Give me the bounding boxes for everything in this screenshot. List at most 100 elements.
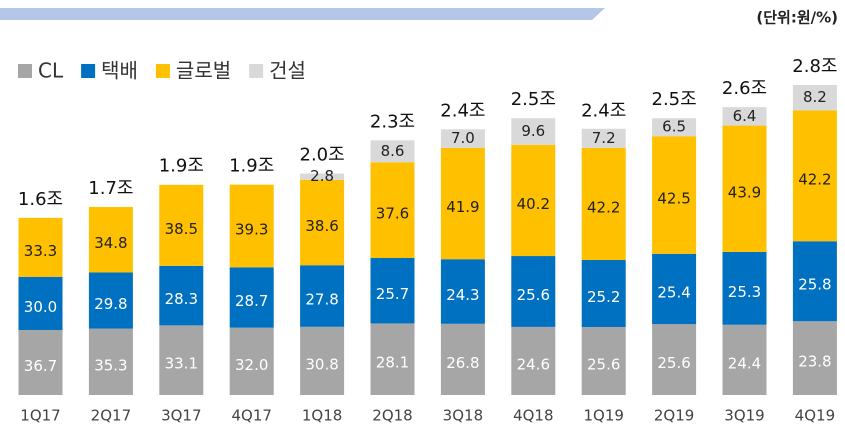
bar-segment [511, 144, 556, 257]
segment-label: 25.7 [376, 285, 409, 303]
x-tick-label: 3Q17 [161, 407, 201, 425]
bar-segment [792, 321, 837, 395]
segment-label: 42.2 [798, 170, 831, 188]
bar-segment [300, 265, 345, 327]
bar-segment [722, 324, 767, 395]
segment-label: 9.6 [521, 122, 545, 140]
total-label: 1.9조 [159, 156, 204, 177]
segment-label: 27.8 [305, 291, 338, 309]
x-tick-label: 2Q19 [654, 407, 694, 425]
segment-label: 7.2 [592, 129, 616, 147]
bar-segment [722, 125, 767, 252]
segment-label: 32.0 [235, 356, 268, 374]
x-tick-label: 1Q17 [20, 407, 60, 425]
segment-label: 43.9 [728, 183, 761, 201]
x-tick-label: 3Q19 [724, 407, 764, 425]
segment-label: 24.3 [446, 286, 479, 304]
bar-segment [581, 128, 626, 148]
segment-label: 30.8 [305, 355, 338, 373]
segment-label: 42.2 [587, 198, 620, 216]
bar-segment [511, 118, 556, 145]
bar-segment [229, 184, 274, 268]
bar-segment [440, 147, 485, 260]
segment-label: 25.2 [587, 288, 620, 306]
segment-label: 25.6 [657, 354, 690, 372]
total-label: 2.5조 [652, 89, 697, 110]
bar-segment [581, 326, 626, 395]
bar-segment [229, 327, 274, 395]
total-label: 2.4조 [440, 100, 485, 121]
bar-segment [652, 253, 697, 325]
bar-segment [581, 260, 626, 327]
x-tick-label: 2Q17 [91, 407, 131, 425]
segment-label: 24.6 [517, 355, 550, 373]
bar-segment [159, 184, 204, 266]
bar-segment [511, 326, 556, 395]
bar-segment [300, 179, 345, 266]
x-tick-label: 4Q19 [795, 407, 835, 425]
total-label: 2.3조 [370, 111, 415, 132]
bar-segment [370, 140, 415, 163]
segment-label: 38.6 [305, 217, 338, 235]
segment-label: 25.6 [517, 286, 550, 304]
bar-segment [159, 265, 204, 326]
total-label: 1.7조 [88, 178, 133, 199]
legend-swatch [155, 64, 170, 78]
total-label: 1.6조 [18, 189, 63, 210]
segment-label: 37.6 [376, 205, 409, 223]
bar-segment [370, 162, 415, 259]
segment-label: 8.6 [381, 142, 405, 160]
segment-label: 8.2 [803, 88, 827, 106]
segment-label: 34.8 [94, 234, 127, 252]
legend-label: 건설 [269, 59, 306, 83]
legend-label: CL [38, 59, 64, 83]
segment-label: 28.3 [165, 290, 198, 308]
x-tick-label: 1Q19 [583, 407, 623, 425]
bar-segment [511, 256, 556, 327]
bar-segment [652, 136, 697, 254]
bar-segment [370, 323, 415, 395]
segment-label: 40.2 [517, 195, 550, 213]
bar-segment [159, 325, 204, 395]
legend-swatch [81, 64, 96, 78]
total-label: 1.9조 [229, 156, 274, 177]
segment-label: 25.3 [728, 283, 761, 301]
unit-note: (단위:원/%) [756, 9, 838, 27]
bar-segment [722, 251, 767, 325]
bar-segment [722, 107, 767, 126]
total-label: 2.0조 [300, 145, 345, 166]
segment-label: 7.0 [451, 129, 475, 147]
total-label: 2.6조 [722, 78, 767, 99]
bar-segment [300, 326, 345, 395]
segment-label: 6.5 [662, 118, 686, 136]
segment-label: 36.7 [24, 357, 57, 375]
total-label: 2.8조 [792, 56, 837, 77]
legend-label: 택배 [101, 59, 138, 83]
bar-segment [792, 85, 837, 111]
segment-label: 38.5 [165, 220, 198, 238]
segment-label: 25.8 [798, 276, 831, 294]
segment-label: 35.3 [94, 356, 127, 374]
header-band [0, 8, 605, 20]
segment-label: 2.8 [310, 167, 334, 185]
bar-segment [18, 276, 63, 330]
bar-segment [652, 324, 697, 395]
bar-segment [88, 206, 133, 273]
bar-segment [88, 328, 133, 395]
bar-segment [440, 259, 485, 324]
legend-label: 글로벌 [176, 59, 231, 83]
segment-label: 30.0 [24, 298, 57, 316]
bar-segment [440, 129, 485, 148]
bar-segment [792, 110, 837, 242]
bar-segment [581, 147, 626, 261]
segment-label: 28.7 [235, 292, 268, 310]
x-tick-label: 2Q18 [372, 407, 412, 425]
legend-swatch [249, 64, 264, 78]
x-tick-label: 4Q17 [231, 407, 271, 425]
segment-label: 41.9 [446, 198, 479, 216]
bar-segment [440, 323, 485, 395]
legend-swatch [18, 64, 32, 78]
x-tick-label: 1Q18 [302, 407, 342, 425]
segment-label: 28.1 [376, 354, 409, 372]
